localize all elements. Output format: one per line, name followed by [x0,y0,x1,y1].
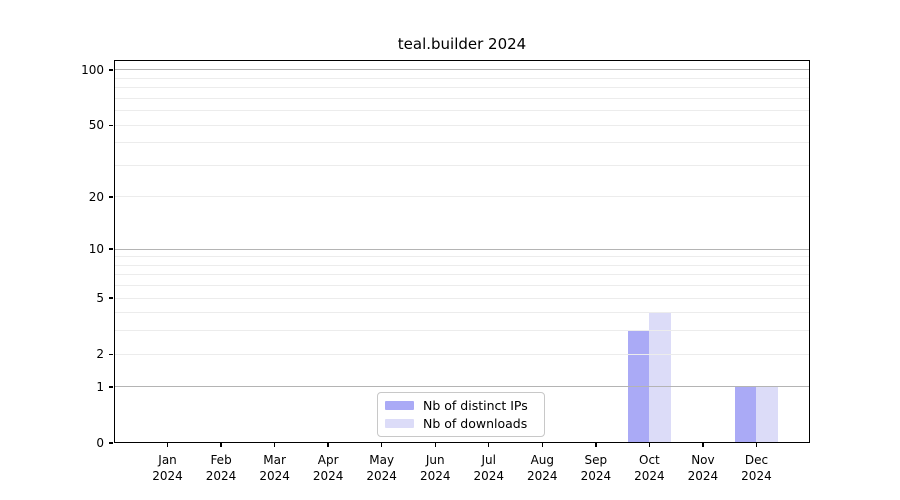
gridline-major [114,248,810,250]
y-tick-mark [109,69,113,71]
x-tick-label-line: 2024 [205,469,237,483]
chart-title: teal.builder 2024 [397,35,527,53]
x-tick-label-sep: Sep 2024 [564,452,628,484]
y-tick-mark [109,353,113,355]
y-tick-label: 1 [96,379,104,394]
gridline-minor [114,77,810,79]
x-tick-mark [220,443,222,447]
gridline-minor [114,264,810,266]
x-tick-label-line: Jun [425,453,445,467]
x-tick-label-line: Jan [158,453,177,467]
x-tick-label-line: 2024 [419,469,451,483]
x-tick-label-aug: Aug 2024 [510,452,574,484]
gridline-minor [114,285,810,287]
x-tick-label-line: May [369,453,395,467]
y-tick-label: 20 [88,189,104,204]
y-tick-label: 50 [88,118,104,133]
x-tick-label-mar: Mar 2024 [243,452,307,484]
x-tick-mark [327,443,329,447]
x-tick-mark [488,443,490,447]
gridline-minor [114,330,810,332]
gridline-major [114,386,810,388]
x-tick-mark [166,443,169,447]
y-tick-label: 0 [96,436,104,450]
x-tick-label-line: Oct [639,453,660,467]
legend-swatch-distinct-ips [385,401,414,410]
y-tick-label: 100 [81,62,104,77]
x-tick-label-line: 2024 [741,469,772,483]
y-tick-mark [109,248,113,250]
x-tick-label-may: May 2024 [350,452,414,484]
x-tick-label-dec: Dec 2024 [724,452,788,484]
gridline-minor [114,87,810,89]
gridline-minor [114,164,810,166]
gridline-minor [114,124,810,126]
x-tick-label-line: 2024 [473,469,505,483]
x-tick-label-line: 2024 [312,469,344,483]
x-tick-label-line: 2024 [527,469,558,483]
y-tick-mark [109,442,113,444]
legend-item-distinct-ips: Nb of distinct IPs [385,397,544,413]
x-tick-mark [434,443,436,447]
x-tick-label-line: 2024 [152,469,183,483]
gridline-minor [114,353,810,355]
x-tick-label-jan: Jan 2024 [136,452,200,484]
bar-distinct-ips-dec [734,386,757,443]
x-tick-mark [648,443,651,447]
y-tick-label: 10 [88,242,104,257]
x-tick-label-line: Apr [317,453,339,467]
gridline-minor [114,196,810,198]
bar-downloads-oct [649,312,671,443]
x-tick-label-line: Aug [530,453,555,467]
gridline-minor [114,110,810,112]
x-tick-label-line: Mar [263,453,286,467]
x-tick-label-feb: Feb 2024 [189,452,253,484]
legend-label-distinct-ips: Nb of distinct IPs [423,397,528,413]
x-tick-label-line: 2024 [687,469,719,483]
gridline-minor [114,312,810,314]
x-tick-label-line: 2024 [580,469,612,483]
gridline-minor [114,97,810,99]
x-tick-label-line: Sep [584,453,608,467]
gridline-minor [114,274,810,276]
x-tick-mark [755,443,758,447]
x-tick-mark [541,443,543,447]
x-tick-mark [273,443,276,447]
legend-swatch-downloads [385,419,414,428]
x-tick-label-nov: Nov 2024 [671,452,735,484]
x-tick-mark [595,443,597,447]
y-tick-mark [109,124,113,126]
legend-label-downloads: Nb of downloads [423,415,528,431]
x-tick-label-line: 2024 [259,469,290,483]
x-tick-label-line: Feb [210,453,232,467]
x-tick-label-line: 2024 [366,469,397,483]
y-tick-mark [109,297,113,299]
x-tick-label-line: Nov [691,453,715,467]
y-tick-mark [109,386,113,388]
gridline-major [114,69,810,71]
y-tick-label: 5 [96,291,104,306]
x-tick-mark [702,443,704,447]
x-tick-label-line: Dec [744,453,769,467]
x-tick-label-line: Jul [481,453,496,467]
legend-item-downloads: Nb of downloads [385,415,544,431]
x-tick-label-jul: Jul 2024 [457,452,521,484]
x-tick-label-line: 2024 [634,469,665,483]
legend: Nb of distinct IPs Nb of downloads [377,392,545,437]
x-tick-label-apr: Apr 2024 [296,452,360,484]
y-tick-mark [109,196,113,198]
gridline-minor [114,256,810,258]
y-tick-label: 2 [96,347,104,362]
x-tick-label-oct: Oct 2024 [617,452,681,484]
x-tick-mark [380,443,383,447]
bar-downloads-dec [756,386,778,443]
gridline-minor [114,297,810,299]
x-tick-label-jun: Jun 2024 [403,452,467,484]
gridline-minor [114,142,810,144]
